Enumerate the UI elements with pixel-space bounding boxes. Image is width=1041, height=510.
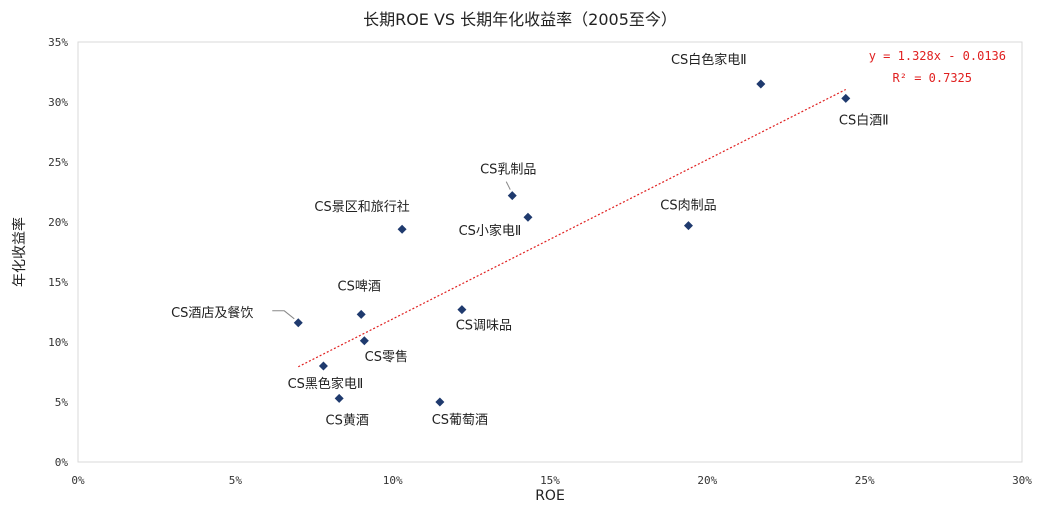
plot-area — [77, 41, 1023, 463]
y-tick-label: 30% — [48, 96, 68, 109]
data-point — [435, 397, 445, 407]
data-label: CS黄酒 — [326, 413, 369, 428]
data-label: CS乳制品 — [480, 163, 536, 178]
x-tick-label: 10% — [383, 474, 403, 487]
data-point — [523, 212, 533, 222]
chart-title: 长期ROE VS 长期年化收益率（2005至今） — [363, 10, 677, 29]
data-label: CS景区和旅行社 — [314, 199, 409, 215]
x-tick-label: 5% — [229, 474, 243, 487]
y-axis-ticks: 0% 5% 10% 15% 20% 25% 30% 35% — [48, 36, 68, 469]
data-label: CS调味品 — [456, 319, 512, 334]
x-tick-label: 30% — [1012, 474, 1032, 487]
data-label: CS零售 — [365, 349, 408, 365]
data-point — [397, 224, 407, 234]
data-point — [334, 393, 344, 403]
data-point — [356, 309, 366, 319]
trendline-r2: R² = 0.7325 — [893, 71, 972, 85]
x-tick-label: 0% — [71, 474, 85, 487]
data-label: CS肉制品 — [660, 199, 716, 214]
data-labels: CS白色家电Ⅱ CS白酒Ⅱ CS乳制品 CS小家电Ⅱ CS景区和旅行社 CS肉制品 CS酒店… — [171, 52, 889, 428]
x-axis-label: ROE — [535, 488, 565, 504]
data-label: CS白色家电Ⅱ — [671, 52, 747, 68]
data-label: CS黑色家电Ⅱ — [288, 376, 364, 392]
data-point — [318, 361, 328, 371]
data-label: CS酒店及餐饮 — [171, 305, 253, 321]
x-axis-ticks: 0% 5% 10% 15% 20% 25% 30% — [71, 474, 1032, 487]
x-tick-label: 15% — [540, 474, 560, 487]
y-axis-label: 年化收益率 — [11, 217, 28, 287]
trendline-equation: y = 1.328x - 0.0136 — [869, 49, 1006, 63]
x-tick-label: 20% — [697, 474, 717, 487]
y-tick-label: 20% — [48, 216, 68, 229]
data-label: CS小家电Ⅱ — [459, 223, 522, 239]
data-point — [756, 79, 766, 89]
y-tick-label: 0% — [55, 456, 69, 469]
leader-line — [505, 181, 511, 190]
data-point — [293, 318, 303, 328]
y-tick-label: 25% — [48, 156, 68, 169]
y-tick-label: 10% — [48, 336, 68, 349]
data-point — [841, 93, 851, 103]
data-point — [683, 221, 693, 231]
data-point — [359, 336, 369, 346]
data-point — [507, 191, 517, 201]
y-tick-label: 35% — [48, 36, 68, 49]
y-tick-label: 15% — [48, 276, 68, 289]
y-tick-label: 5% — [55, 396, 69, 409]
data-points — [293, 79, 851, 407]
label-leader-lines — [272, 181, 511, 320]
data-label: CS白酒Ⅱ — [839, 112, 889, 128]
data-label: CS啤酒 — [338, 279, 381, 294]
leader-line — [272, 310, 295, 320]
data-point — [457, 305, 467, 315]
data-label: CS葡萄酒 — [432, 413, 488, 428]
x-tick-label: 25% — [855, 474, 875, 487]
